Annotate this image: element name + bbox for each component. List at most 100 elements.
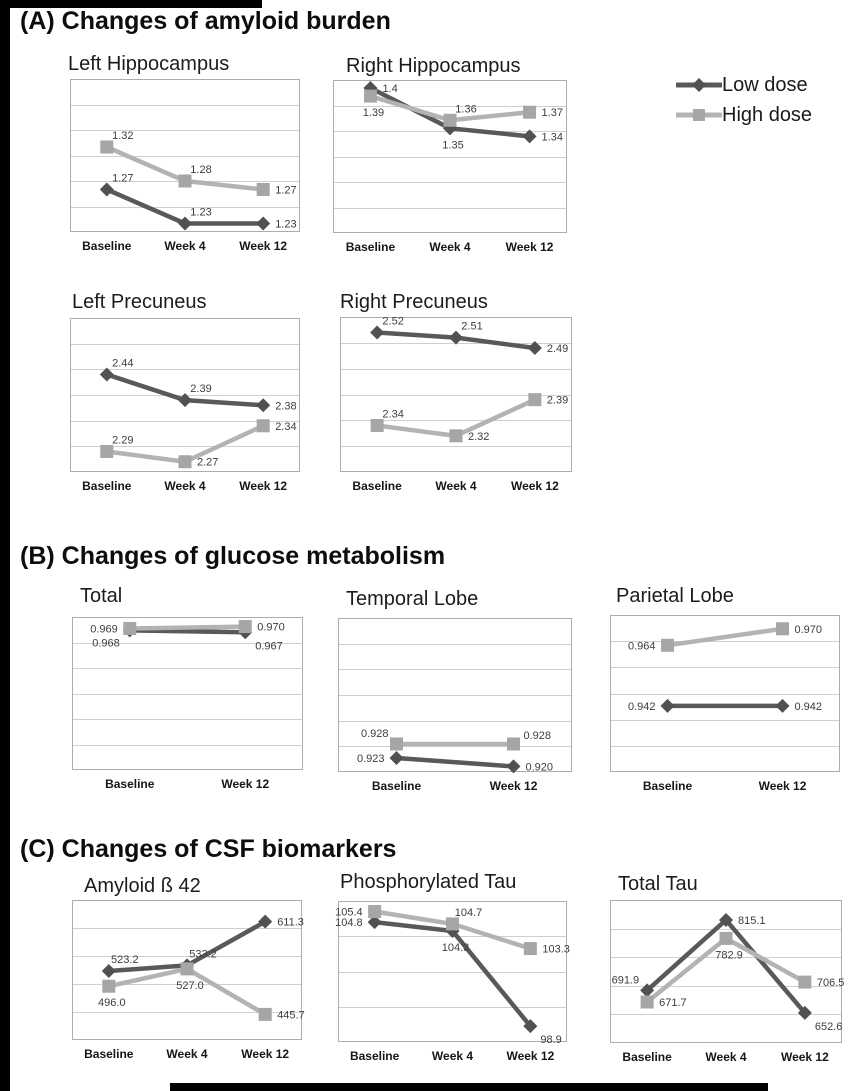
data-label: 103.3 bbox=[542, 944, 570, 956]
data-label: 2.39 bbox=[190, 383, 211, 395]
data-label: 0.964 bbox=[628, 640, 656, 652]
data-label: 1.23 bbox=[190, 207, 211, 219]
chart-plot: 1.4 1.35 1.34 1.39 1.36 1.37 bbox=[333, 80, 567, 233]
data-label: 1.35 bbox=[442, 139, 463, 151]
x-axis-label: Week 12 bbox=[239, 239, 288, 253]
chart-title: Parietal Lobe bbox=[616, 585, 734, 607]
legend-item-high-dose: High dose bbox=[676, 100, 812, 130]
data-label: 2.52 bbox=[382, 316, 403, 328]
data-label: 1.23 bbox=[275, 219, 296, 231]
x-axis-label: Baseline bbox=[82, 239, 132, 253]
data-label: 0.968 bbox=[92, 637, 120, 649]
x-axis-label: Week 4 bbox=[705, 1050, 747, 1064]
scan-edge-top bbox=[0, 0, 262, 8]
chart-plot: 2.44 2.39 2.38 2.29 2.27 2.34 bbox=[70, 318, 300, 472]
x-axis-label: Baseline bbox=[349, 1049, 400, 1063]
x-axis-label: Week 4 bbox=[435, 479, 477, 493]
data-label: 1.28 bbox=[190, 164, 211, 176]
x-axis-label: Baseline bbox=[84, 1047, 134, 1061]
chart-title: Total Tau bbox=[618, 873, 698, 895]
chart-title: Right Hippocampus bbox=[346, 55, 521, 77]
x-axis-label: Week 12 bbox=[505, 240, 554, 254]
data-label: 691.9 bbox=[612, 974, 640, 986]
data-label: 652.6 bbox=[815, 1021, 843, 1033]
chart-plot: 523.2 533.2 611.3 496.0 527.0 445.7 bbox=[72, 900, 305, 1040]
data-label: 0.928 bbox=[524, 730, 552, 742]
data-label: 2.34 bbox=[382, 409, 403, 421]
data-label: 2.44 bbox=[112, 357, 133, 369]
chart-plot: 691.9 815.1 652.6 671.7 782.9 706.5 bbox=[610, 900, 844, 1043]
chart-title: Left Precuneus bbox=[72, 291, 207, 313]
x-axis-label: Week 12 bbox=[221, 777, 270, 791]
data-label: 2.27 bbox=[197, 457, 218, 469]
data-label: 445.7 bbox=[277, 1009, 305, 1021]
scan-edge-bottom bbox=[170, 1083, 768, 1091]
chart-plot: 0.923 0.920 0.928 0.928 bbox=[338, 618, 572, 774]
data-label: 104.3 bbox=[442, 942, 470, 954]
chart-title: Left Hippocampus bbox=[68, 53, 230, 75]
data-label: 815.1 bbox=[738, 915, 766, 927]
data-label: 0.920 bbox=[526, 761, 554, 773]
data-label: 98.9 bbox=[540, 1034, 561, 1046]
chart-title: Amyloid ß 42 bbox=[84, 875, 201, 897]
section-a-title: (A) Changes of amyloid burden bbox=[20, 7, 391, 35]
x-axis-label: Week 4 bbox=[164, 239, 206, 253]
x-axis-label: Week 12 bbox=[758, 779, 807, 793]
x-axis-label: Week 12 bbox=[239, 479, 288, 493]
data-label: 2.38 bbox=[275, 400, 296, 412]
data-label: 0.923 bbox=[357, 753, 385, 765]
data-label: 1.34 bbox=[542, 131, 563, 143]
data-label: 104.8 bbox=[335, 917, 363, 929]
data-label: 523.2 bbox=[111, 954, 139, 966]
data-label: 0.928 bbox=[361, 728, 389, 740]
data-label: 527.0 bbox=[176, 980, 204, 992]
data-label: 0.942 bbox=[795, 701, 823, 713]
data-label: 611.3 bbox=[277, 917, 304, 929]
data-label: 104.7 bbox=[455, 907, 483, 919]
legend-label-low-dose: Low dose bbox=[722, 73, 808, 96]
x-axis-label: Week 12 bbox=[780, 1050, 829, 1064]
chart-plot: 104.8 104.3 98.9 105.4 104.7 103.3 bbox=[335, 901, 570, 1046]
high-dose-marker-icon bbox=[676, 109, 722, 121]
chart-plot: 0.942 0.942 0.964 0.970 bbox=[610, 615, 840, 772]
x-axis-label: Baseline bbox=[105, 777, 155, 791]
data-label: 1.36 bbox=[455, 103, 476, 115]
x-axis-label: Baseline bbox=[622, 1050, 672, 1064]
data-label: 1.27 bbox=[112, 173, 133, 185]
data-label: 2.34 bbox=[275, 421, 296, 433]
x-axis-label: Week 4 bbox=[431, 1049, 474, 1063]
data-label: 1.27 bbox=[275, 185, 296, 197]
data-label: 2.49 bbox=[547, 343, 568, 355]
chart-plot: 2.52 2.51 2.49 2.34 2.32 2.39 bbox=[340, 316, 572, 472]
data-label: 671.7 bbox=[659, 997, 687, 1009]
x-axis-label: Baseline bbox=[642, 779, 693, 793]
data-label: 782.9 bbox=[715, 949, 743, 961]
section-c-title: (C) Changes of CSF biomarkers bbox=[20, 835, 397, 863]
chart-plot: 0.968 0.967 0.969 0.970 bbox=[72, 617, 303, 770]
legend-item-low-dose: Low dose bbox=[676, 70, 812, 100]
low-dose-marker-icon bbox=[676, 78, 722, 92]
data-label: 0.942 bbox=[628, 701, 656, 713]
data-label: 2.32 bbox=[468, 431, 489, 443]
x-axis-label: Week 4 bbox=[429, 240, 471, 254]
legend-label-high-dose: High dose bbox=[722, 103, 813, 126]
data-label: 2.39 bbox=[547, 395, 568, 407]
x-axis-label: Baseline bbox=[352, 479, 402, 493]
data-label: 496.0 bbox=[98, 997, 126, 1009]
x-axis-label: Week 12 bbox=[506, 1049, 555, 1063]
data-label: 0.970 bbox=[257, 622, 285, 634]
data-label: 1.39 bbox=[363, 107, 384, 119]
x-axis-label: Baseline bbox=[82, 479, 132, 493]
data-label: 1.32 bbox=[112, 130, 133, 142]
x-axis-label: Week 4 bbox=[164, 479, 206, 493]
legend: Low dose High dose bbox=[676, 70, 812, 130]
chart-plot: 1.27 1.23 1.23 1.32 1.28 1.27 bbox=[70, 79, 300, 232]
x-axis-label: Baseline bbox=[345, 240, 396, 254]
data-label: 105.4 bbox=[335, 907, 363, 919]
x-axis-label: Week 4 bbox=[166, 1047, 208, 1061]
chart-title: Right Precuneus bbox=[340, 291, 488, 313]
x-axis-label: Week 12 bbox=[510, 479, 559, 493]
x-axis-label: Baseline bbox=[371, 779, 422, 793]
x-axis-label: Week 12 bbox=[489, 779, 538, 793]
